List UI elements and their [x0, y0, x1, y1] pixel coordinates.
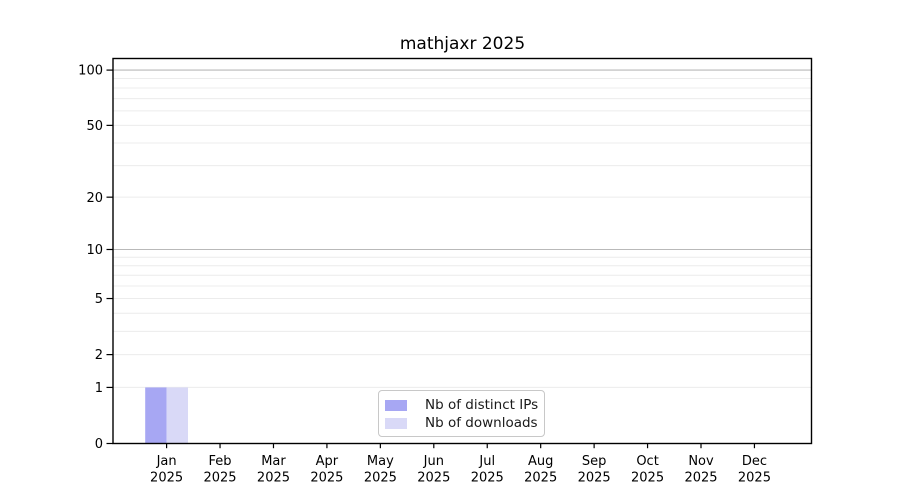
- x-tick-label: Jul 2025: [471, 454, 504, 486]
- y-tick-label: 10: [86, 243, 103, 258]
- x-tick-label: Dec 2025: [738, 454, 771, 486]
- y-tick-label: 1: [95, 381, 103, 396]
- x-tick-label: Jan 2025: [150, 454, 183, 486]
- legend: Nb of distinct IPs Nb of downloads: [378, 390, 545, 437]
- y-tick-label: 5: [95, 292, 103, 307]
- x-tick-label: Nov 2025: [684, 454, 717, 486]
- x-tick-label: Aug 2025: [524, 454, 557, 486]
- x-tick-label: Sep 2025: [578, 454, 611, 486]
- y-tick-label: 2: [95, 348, 103, 363]
- y-tick-label: 0: [95, 437, 103, 452]
- x-tick-label: May 2025: [364, 454, 397, 486]
- plot-border: [112, 57, 813, 445]
- chart-title: mathjaxr 2025: [399, 34, 526, 54]
- x-tick-label: Feb 2025: [203, 454, 236, 486]
- y-tick-label: 20: [86, 191, 103, 206]
- bar-jan-distinct-ips: [145, 387, 167, 444]
- bar-jan-downloads: [166, 387, 188, 444]
- y-tick-label: 100: [78, 64, 103, 79]
- legend-swatch-distinct-ips-icon: [385, 399, 407, 411]
- x-tick-label: Apr 2025: [310, 454, 343, 486]
- legend-item-downloads: Nb of downloads: [385, 415, 538, 431]
- legend-label-distinct-ips: Nb of distinct IPs: [425, 397, 539, 413]
- legend-label-downloads: Nb of downloads: [425, 415, 538, 431]
- x-tick-label: Jun 2025: [417, 454, 450, 486]
- x-tick-label: Oct 2025: [631, 454, 664, 486]
- y-tick-label: 50: [86, 119, 103, 134]
- legend-swatch-downloads-icon: [385, 417, 407, 429]
- x-tick-label: Mar 2025: [257, 454, 290, 486]
- legend-item-distinct-ips: Nb of distinct IPs: [385, 397, 539, 413]
